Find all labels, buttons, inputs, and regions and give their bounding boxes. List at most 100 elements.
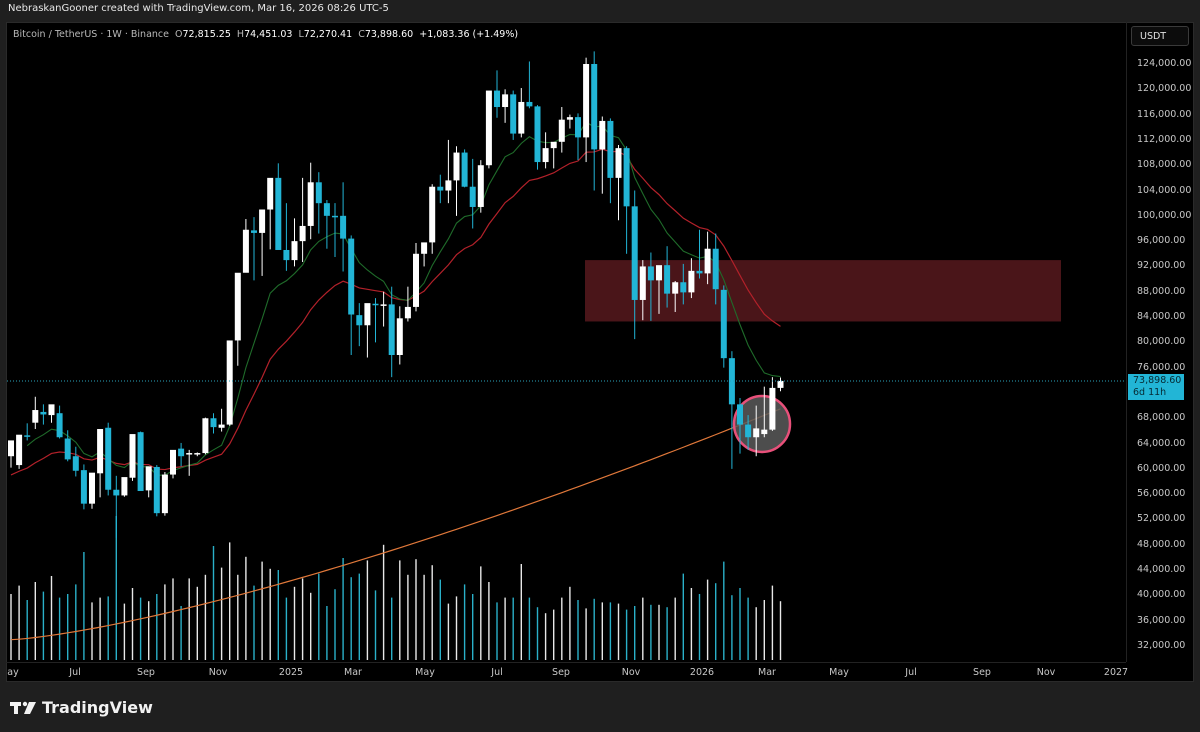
candle[interactable] (688, 258, 695, 299)
candle[interactable] (210, 413, 217, 434)
candle[interactable] (566, 114, 573, 129)
candle[interactable] (469, 158, 476, 229)
candle[interactable] (728, 351, 735, 469)
candle[interactable] (64, 430, 71, 462)
candle[interactable] (251, 217, 257, 281)
candle[interactable] (453, 146, 460, 216)
candle[interactable] (178, 442, 185, 467)
candle[interactable] (145, 466, 152, 498)
candle[interactable] (745, 415, 752, 450)
candle[interactable] (202, 417, 209, 455)
candle[interactable] (753, 405, 760, 457)
candle[interactable] (485, 90, 492, 169)
candle[interactable] (623, 146, 630, 254)
candle[interactable] (583, 57, 590, 163)
candle[interactable] (121, 477, 128, 497)
candle[interactable] (664, 246, 671, 308)
candle[interactable] (275, 163, 282, 250)
candle[interactable] (413, 243, 419, 312)
candle[interactable] (672, 280, 679, 312)
candle[interactable] (307, 162, 314, 240)
candle[interactable] (194, 452, 201, 457)
candle[interactable] (502, 89, 509, 123)
candle[interactable] (129, 434, 136, 481)
candle[interactable] (80, 464, 87, 510)
candle[interactable] (437, 174, 444, 204)
candle[interactable] (421, 242, 428, 267)
candle[interactable] (558, 107, 565, 153)
candle[interactable] (737, 398, 743, 454)
candle[interactable] (607, 118, 614, 204)
candle[interactable] (97, 429, 104, 498)
candle[interactable] (234, 272, 241, 366)
candle[interactable] (680, 263, 687, 305)
candle[interactable] (518, 88, 525, 138)
candle[interactable] (283, 203, 290, 271)
candle[interactable] (48, 404, 55, 423)
candle[interactable] (186, 449, 193, 476)
candle[interactable] (267, 177, 274, 250)
candle[interactable] (534, 105, 541, 170)
candle[interactable] (356, 303, 363, 347)
candle[interactable] (494, 70, 500, 118)
symbol-title[interactable]: Bitcoin / TetherUS · 1W · Binance (13, 29, 169, 40)
candle[interactable] (461, 149, 468, 188)
candle[interactable] (170, 449, 176, 479)
candle[interactable] (761, 386, 768, 438)
candle[interactable] (599, 116, 606, 194)
candle[interactable] (696, 229, 703, 279)
currency-button[interactable]: USDT (1131, 26, 1189, 46)
candle[interactable] (631, 190, 638, 340)
candle[interactable] (542, 132, 549, 169)
candle[interactable] (332, 203, 338, 257)
candle[interactable] (105, 422, 112, 496)
candle[interactable] (291, 218, 298, 267)
candle[interactable] (712, 233, 719, 305)
candle[interactable] (24, 423, 31, 441)
candle[interactable] (340, 182, 347, 272)
candle[interactable] (550, 141, 557, 169)
candle[interactable] (113, 475, 120, 538)
candle[interactable] (526, 61, 533, 109)
candle[interactable] (477, 160, 484, 213)
candle[interactable] (242, 218, 249, 273)
candle[interactable] (137, 431, 144, 492)
candle[interactable] (720, 285, 727, 368)
time-axis[interactable] (6, 662, 1126, 683)
candle[interactable] (656, 265, 662, 314)
candle[interactable] (348, 235, 355, 355)
candle[interactable] (72, 446, 79, 477)
candle[interactable] (32, 396, 39, 430)
candle[interactable] (56, 405, 63, 439)
candle[interactable] (445, 139, 452, 204)
candle[interactable] (591, 51, 598, 191)
candle[interactable] (615, 144, 622, 221)
candle[interactable] (16, 434, 23, 469)
candle[interactable] (510, 90, 517, 140)
candle[interactable] (777, 377, 784, 392)
candle[interactable] (299, 177, 306, 263)
candle[interactable] (226, 340, 233, 426)
candle[interactable] (259, 209, 266, 276)
candle[interactable] (89, 472, 95, 509)
candle[interactable] (8, 440, 14, 468)
candle[interactable] (218, 408, 225, 432)
candle[interactable] (323, 200, 330, 249)
candle[interactable] (380, 291, 387, 327)
candle[interactable] (704, 231, 711, 285)
candle[interactable] (40, 404, 47, 425)
candle[interactable] (639, 260, 646, 321)
candle[interactable] (315, 172, 322, 234)
candle[interactable] (388, 286, 395, 378)
candle[interactable] (404, 286, 411, 322)
candle[interactable] (647, 252, 654, 321)
candle[interactable] (396, 306, 403, 365)
candle[interactable] (161, 472, 168, 516)
candle[interactable] (769, 377, 776, 431)
candle[interactable] (364, 303, 371, 358)
candle[interactable] (153, 465, 160, 517)
candle[interactable] (372, 298, 379, 343)
price-axis[interactable] (1126, 22, 1195, 662)
candle[interactable] (429, 184, 436, 254)
